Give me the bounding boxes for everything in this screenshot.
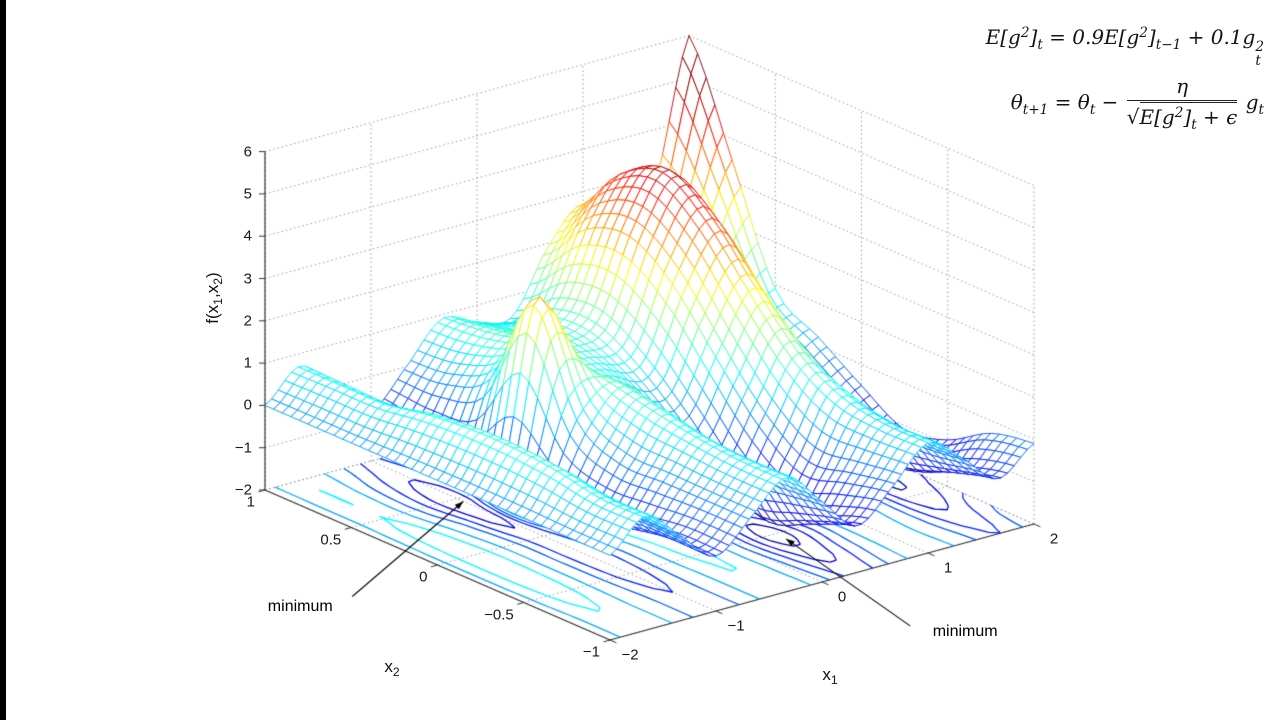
math-token: + ϵ: [1196, 105, 1238, 130]
math-token: −: [1095, 90, 1125, 115]
sqrt-overline: E[g2]t + ϵ: [1139, 102, 1238, 134]
math-token: 2: [1174, 105, 1184, 122]
math-token: E[g: [985, 25, 1021, 49]
fraction: η √E[g2]t + ϵ: [1126, 73, 1238, 134]
rmsprop-accumulator-equation: E[g2]t = 0.9E[g2]t−1 + 0.1g 2 t: [986, 24, 1264, 68]
sqrt-radical-icon: √: [1126, 105, 1140, 130]
math-token: θ: [1010, 90, 1023, 115]
math-token: 2: [1139, 25, 1148, 42]
math-token: ]: [1029, 25, 1038, 49]
math-token: ]: [1147, 25, 1156, 49]
math-token: t: [1191, 117, 1197, 134]
math-token: t−1: [1155, 36, 1182, 53]
math-token: = 0.9E[g: [1042, 25, 1140, 49]
math-token: η: [1176, 74, 1189, 99]
rmsprop-update-equation: θt+1 = θt − η √E[g2]t + ϵ gt: [986, 73, 1264, 134]
letterbox-edge: [0, 0, 6, 720]
math-token: ]: [1183, 105, 1192, 130]
math-token: E[g: [1139, 105, 1175, 130]
math-token: + 0.1g: [1181, 25, 1256, 49]
math-token: t+1: [1022, 102, 1049, 119]
math-token: = θ: [1048, 90, 1090, 115]
math-token: g: [1239, 90, 1259, 115]
math-token: t: [1089, 102, 1096, 119]
math-token: 2: [1020, 25, 1030, 42]
equations-block: E[g2]t = 0.9E[g2]t−1 + 0.1g 2 t θt+1 = θt …: [986, 24, 1264, 135]
math-token: t: [1037, 36, 1043, 53]
fraction-denominator: √E[g2]t + ϵ: [1127, 101, 1238, 134]
fraction-numerator: η: [1126, 73, 1238, 102]
math-token: t: [1258, 102, 1264, 119]
